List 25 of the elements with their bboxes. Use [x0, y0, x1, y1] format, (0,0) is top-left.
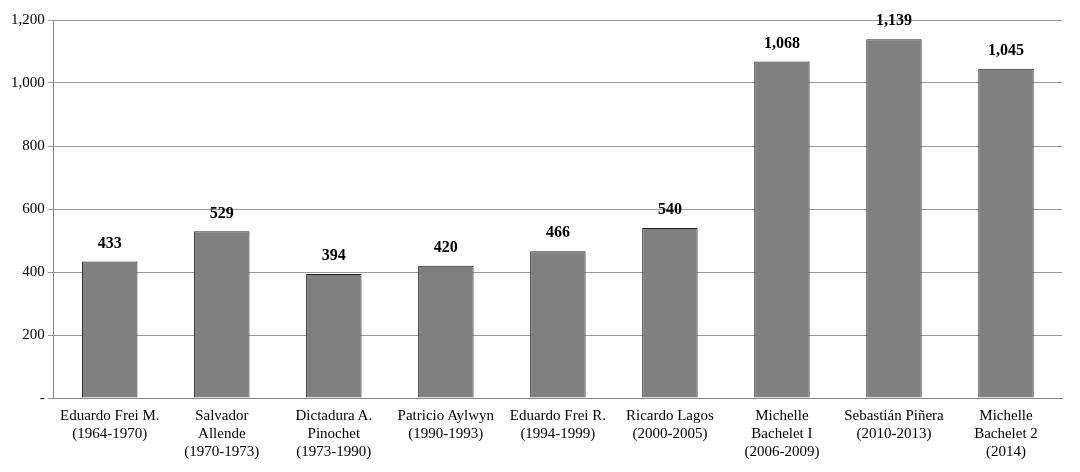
x-tick-label: Eduardo Frei M. (1964-1970): [59, 406, 160, 442]
data-label: 420: [433, 237, 458, 255]
data-label: 394: [321, 246, 346, 264]
y-tick-label: 1,200: [11, 10, 45, 27]
data-label: 529: [209, 203, 234, 221]
data-label: 540: [657, 200, 682, 218]
x-tick-label: Patricio Aylwyn (1990-1993): [397, 406, 495, 442]
y-tick-label: -: [39, 388, 45, 405]
y-tick-label: 200: [22, 325, 45, 342]
data-label: 1,139: [875, 11, 912, 29]
x-tick-label: Sebastián Piñera (2010-2013): [844, 406, 945, 442]
data-label: 1,068: [763, 33, 800, 51]
x-tick-label: Michelle Bachelet 2 (2014): [974, 406, 1038, 460]
x-tick-label: Michelle Bachelet I (2006-2009): [744, 406, 820, 460]
x-tick-label: Ricardo Lagos (2000-2005): [625, 406, 715, 442]
data-label: 466: [545, 223, 570, 241]
y-tick-label: 1,000: [11, 73, 45, 90]
y-tick-label: 800: [22, 136, 45, 153]
x-tick-label: Dictadura A. Pinochet (1973-1990): [295, 406, 373, 460]
x-tick-label: Eduardo Frei R. (1994-1999): [509, 406, 606, 442]
data-label: 1,045: [987, 40, 1024, 58]
y-tick-label: 600: [22, 199, 45, 216]
data-label: 433: [97, 233, 122, 251]
x-tick-label: Salvador Allende (1970-1973): [184, 406, 260, 460]
y-tick-label: 400: [22, 262, 45, 279]
